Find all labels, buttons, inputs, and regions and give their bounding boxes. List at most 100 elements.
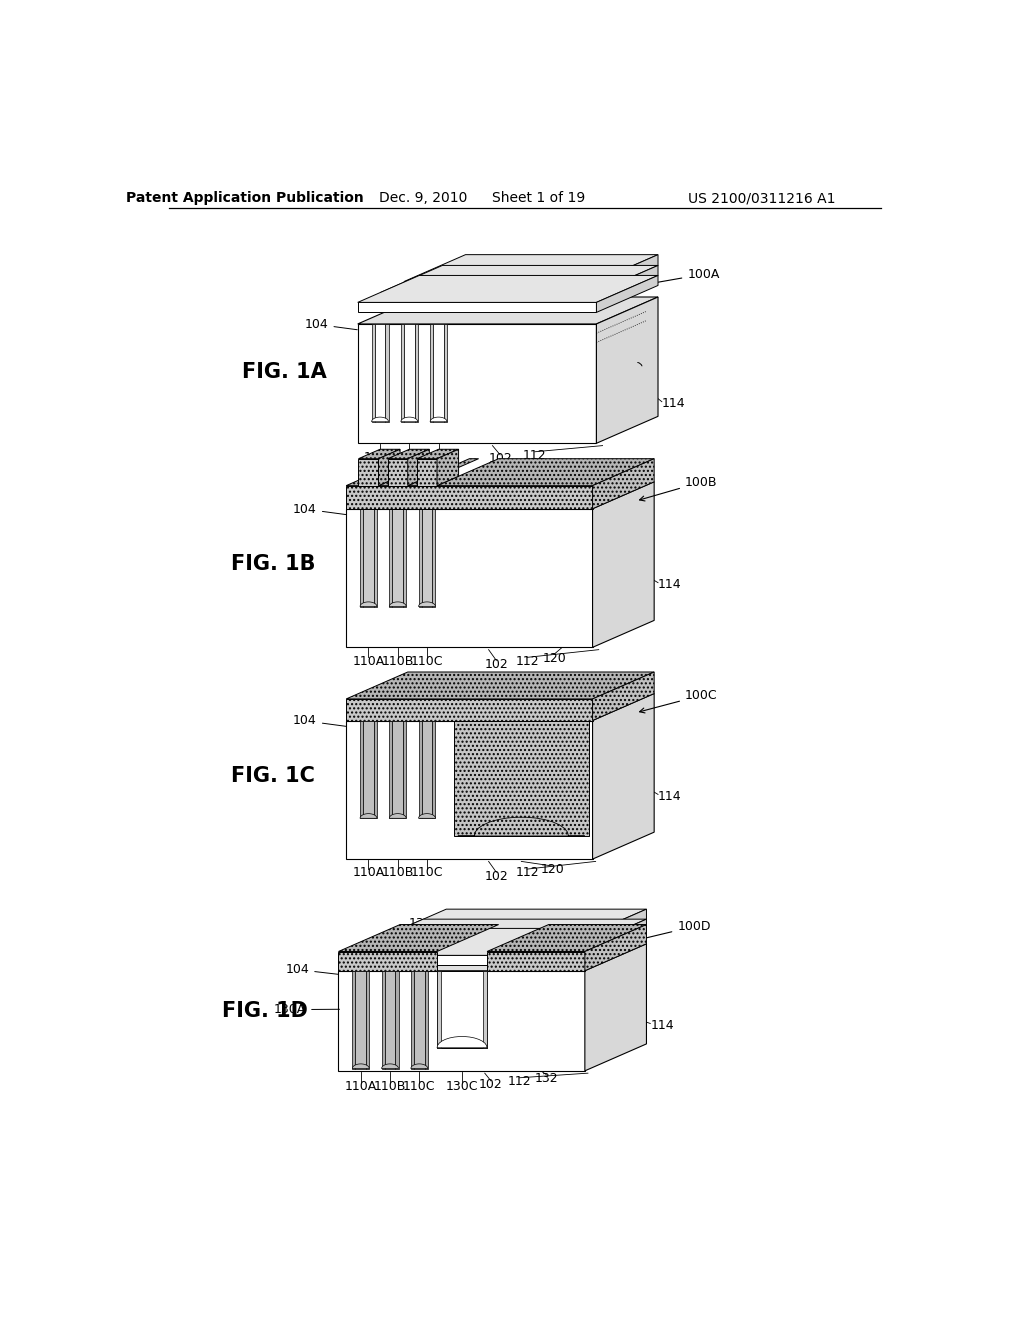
Polygon shape [346, 508, 593, 647]
Text: 110A: 110A [345, 1080, 377, 1093]
Polygon shape [596, 297, 658, 444]
Polygon shape [361, 919, 646, 946]
Polygon shape [360, 602, 377, 607]
Polygon shape [385, 970, 395, 1069]
Text: 110B: 110B [382, 655, 414, 668]
Polygon shape [372, 417, 388, 422]
Text: 102: 102 [479, 1078, 503, 1092]
Polygon shape [339, 956, 585, 965]
Text: 114: 114 [650, 1019, 674, 1032]
Text: 112: 112 [515, 866, 539, 879]
Polygon shape [364, 508, 374, 607]
Polygon shape [458, 817, 585, 836]
Polygon shape [388, 449, 429, 459]
Polygon shape [437, 970, 487, 1048]
Text: FIG. 1B: FIG. 1B [230, 554, 315, 574]
Polygon shape [585, 909, 646, 946]
Polygon shape [385, 323, 388, 422]
Text: Dec. 9, 2010: Dec. 9, 2010 [379, 191, 467, 206]
Polygon shape [346, 672, 654, 700]
Text: 102: 102 [488, 453, 512, 465]
Polygon shape [419, 508, 422, 607]
Polygon shape [422, 721, 432, 818]
Text: 114: 114 [662, 397, 685, 409]
Polygon shape [355, 970, 367, 1069]
Text: 132: 132 [535, 1072, 558, 1085]
Text: 104: 104 [286, 964, 338, 975]
Polygon shape [585, 919, 646, 956]
Text: 114: 114 [658, 578, 682, 591]
Polygon shape [483, 970, 487, 1048]
Text: 130B: 130B [409, 917, 441, 941]
Polygon shape [346, 700, 593, 721]
Polygon shape [403, 281, 596, 293]
Polygon shape [357, 276, 658, 302]
Text: 112: 112 [508, 1074, 531, 1088]
Polygon shape [339, 952, 437, 970]
Polygon shape [585, 928, 646, 965]
Text: 102: 102 [484, 870, 508, 883]
Text: 110C: 110C [422, 450, 455, 463]
Polygon shape [360, 508, 364, 607]
Polygon shape [389, 813, 407, 818]
Polygon shape [389, 508, 392, 607]
Polygon shape [346, 482, 654, 508]
Text: 104: 104 [305, 318, 357, 331]
Text: 130C: 130C [445, 1080, 478, 1093]
Polygon shape [408, 459, 478, 486]
Polygon shape [593, 459, 654, 508]
Polygon shape [352, 1064, 370, 1069]
Polygon shape [364, 721, 374, 818]
Polygon shape [593, 693, 654, 859]
Text: 104: 104 [293, 503, 346, 516]
Text: 110A: 110A [364, 450, 396, 463]
Polygon shape [403, 508, 407, 607]
Polygon shape [400, 323, 403, 422]
Polygon shape [430, 323, 433, 422]
Polygon shape [381, 265, 658, 293]
Text: 110A: 110A [352, 866, 385, 879]
Polygon shape [437, 449, 459, 486]
Text: 100D: 100D [632, 920, 711, 942]
Polygon shape [389, 721, 392, 818]
Polygon shape [433, 323, 444, 422]
Polygon shape [346, 486, 593, 508]
Text: Sheet 1 of 19: Sheet 1 of 19 [493, 191, 586, 206]
Polygon shape [374, 508, 377, 607]
Polygon shape [381, 293, 596, 302]
Polygon shape [408, 449, 429, 486]
Polygon shape [352, 970, 355, 1069]
Text: 110C: 110C [411, 655, 443, 668]
Polygon shape [346, 693, 654, 721]
Polygon shape [414, 970, 425, 1069]
Polygon shape [358, 449, 400, 459]
Polygon shape [392, 508, 403, 607]
Text: 110B: 110B [393, 450, 426, 463]
Polygon shape [430, 417, 447, 422]
Polygon shape [374, 721, 377, 818]
Polygon shape [357, 297, 658, 323]
Text: 100B: 100B [640, 475, 718, 502]
Polygon shape [395, 970, 398, 1069]
Polygon shape [346, 459, 420, 486]
Polygon shape [379, 459, 450, 486]
Polygon shape [454, 721, 589, 836]
Polygon shape [358, 459, 379, 486]
Polygon shape [403, 721, 407, 818]
Text: 110B: 110B [374, 1080, 407, 1093]
Polygon shape [361, 946, 585, 956]
Text: FIG. 1D: FIG. 1D [222, 1001, 308, 1020]
Polygon shape [339, 944, 646, 970]
Polygon shape [367, 970, 370, 1069]
Polygon shape [437, 970, 441, 1048]
Polygon shape [403, 255, 658, 281]
Text: 112: 112 [515, 655, 539, 668]
Polygon shape [596, 255, 658, 293]
Polygon shape [419, 721, 422, 818]
Text: US 2100/0311216 A1: US 2100/0311216 A1 [688, 191, 836, 206]
Polygon shape [444, 323, 447, 422]
Text: FIG. 1A: FIG. 1A [243, 362, 327, 381]
Polygon shape [487, 924, 646, 952]
Polygon shape [372, 323, 375, 422]
Polygon shape [593, 482, 654, 647]
